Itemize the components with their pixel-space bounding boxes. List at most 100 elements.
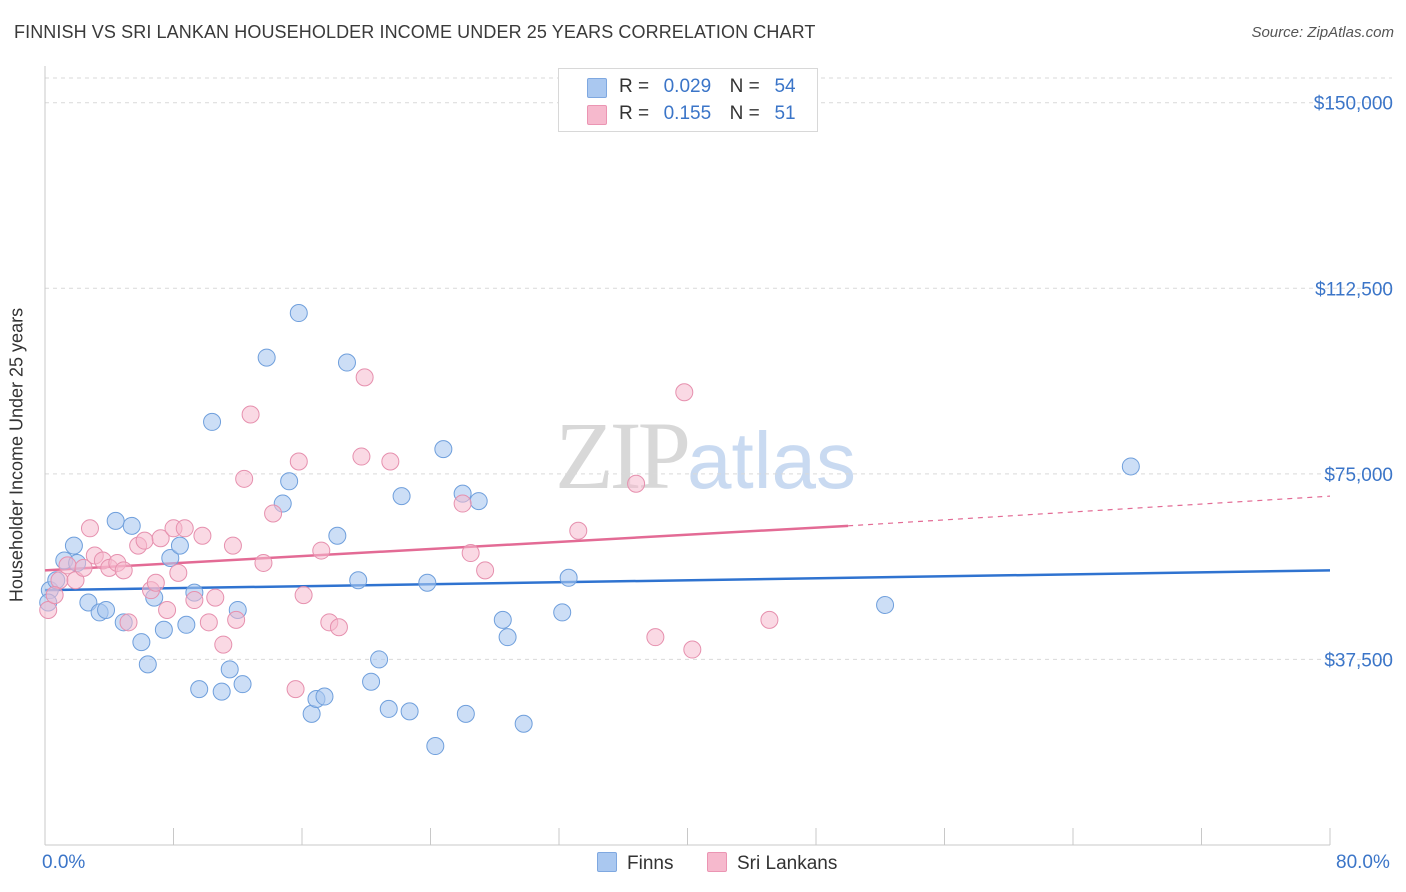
srilankans-point <box>39 600 58 619</box>
finns-point <box>122 516 141 535</box>
finns-label: Finns <box>627 853 674 874</box>
y-axis-label: Householder Income Under 25 years <box>6 307 27 603</box>
legend-n-label: N = <box>729 103 760 124</box>
finns-point <box>553 603 572 622</box>
srilankans-point <box>352 447 371 466</box>
finns-point <box>337 353 356 372</box>
srilankans-point <box>58 556 77 575</box>
srilankans-label: Sri Lankans <box>737 853 838 874</box>
srilankans-point <box>114 561 133 580</box>
srilankans-point <box>45 586 64 605</box>
finns-point <box>132 633 151 652</box>
srilankans-point <box>312 541 331 560</box>
finns-point <box>434 440 453 459</box>
srilankans-point <box>627 474 646 493</box>
srilankans-point <box>223 536 242 555</box>
finns-point <box>212 682 231 701</box>
finns-point <box>400 702 419 721</box>
finns-point <box>177 615 196 634</box>
legend-finns-swatch <box>587 78 607 98</box>
srilankans-point <box>286 680 305 699</box>
srilankans-point <box>135 531 154 550</box>
srilankans-point <box>185 591 204 610</box>
watermark: ZIPatlas <box>555 400 856 511</box>
finns-point <box>233 675 252 694</box>
srilankans-point <box>74 558 93 577</box>
y-tick-label: $75,000 <box>1324 465 1393 486</box>
finns-point <box>1121 457 1140 476</box>
legend-srilankans-swatch <box>587 105 607 125</box>
y-tick-label: $150,000 <box>1314 94 1393 115</box>
srilankans-point <box>683 640 702 659</box>
srilankans-point <box>175 519 194 538</box>
bottom-legend-finns: Finns <box>597 852 673 875</box>
srilankans-point <box>453 494 472 513</box>
srilankans-point <box>199 613 218 632</box>
srilankans-point <box>476 561 495 580</box>
chart-title: FINNISH VS SRI LANKAN HOUSEHOLDER INCOME… <box>14 22 816 42</box>
srilankans-point <box>289 452 308 471</box>
finns-point <box>498 628 517 647</box>
legend-r-label: R = <box>619 103 650 124</box>
srilankans-points <box>39 368 779 699</box>
finns-point <box>418 573 437 592</box>
srilankans-point <box>569 521 588 540</box>
trend-lines <box>44 495 1331 592</box>
finns-point <box>379 699 398 718</box>
srilankans-point <box>151 529 170 548</box>
srilankans-point <box>294 586 313 605</box>
finns-trend-line <box>44 569 1331 592</box>
finns-point <box>97 600 116 619</box>
finns-point <box>514 714 533 733</box>
legend-r-value: 0.029 <box>663 76 712 97</box>
srilankans-point <box>206 588 225 607</box>
srilankans-point <box>80 519 99 538</box>
srilankans-point <box>760 610 779 629</box>
finns-point <box>138 655 157 674</box>
legend-r-value: 0.155 <box>663 103 712 124</box>
finns-point <box>392 487 411 506</box>
srilankans-point <box>119 613 138 632</box>
finns-point <box>106 511 125 530</box>
finns-point <box>370 650 389 669</box>
axes <box>44 66 1331 846</box>
legend-row-finns: R = 0.029 N = 54 <box>619 76 805 98</box>
srilankans-point <box>646 628 665 647</box>
finns-point <box>876 596 895 615</box>
y-tick-label: $112,500 <box>1315 279 1393 300</box>
finns-point <box>220 660 239 679</box>
x-tick-label-min: 0.0% <box>42 852 86 873</box>
finns-point <box>469 492 488 511</box>
finns-point <box>64 536 83 555</box>
srilankans-trend-extension <box>848 495 1331 527</box>
finns-swatch <box>597 852 617 872</box>
finns-point <box>190 680 209 699</box>
srilankans-point <box>158 600 177 619</box>
srilankans-point <box>355 368 374 387</box>
srilankans-point <box>675 383 694 402</box>
finns-point <box>280 472 299 491</box>
finns-point <box>161 548 180 567</box>
srilankans-point <box>214 635 233 654</box>
srilankans-point <box>227 610 246 629</box>
srilankans-point <box>146 573 165 592</box>
legend-n-label: N = <box>729 76 760 97</box>
finns-point <box>170 536 189 555</box>
finns-point <box>328 526 347 545</box>
x-tick-label-max: 80.0% <box>1336 852 1390 873</box>
finns-point <box>315 687 334 706</box>
finns-point <box>349 571 368 590</box>
legend-n-value: 54 <box>774 76 796 97</box>
finns-point <box>559 568 578 587</box>
srilankans-point <box>193 526 212 545</box>
srilankans-point <box>241 405 260 424</box>
srilankans-point <box>461 544 480 563</box>
y-tick-label: $37,500 <box>1324 650 1393 671</box>
legend-r-label: R = <box>619 76 650 97</box>
finns-point <box>456 704 475 723</box>
finns-point <box>289 304 308 323</box>
srilankans-point <box>329 618 348 637</box>
srilankans-point <box>254 553 273 572</box>
srilankans-point <box>381 452 400 471</box>
bottom-legend-srilankans: Sri Lankans <box>707 852 837 875</box>
